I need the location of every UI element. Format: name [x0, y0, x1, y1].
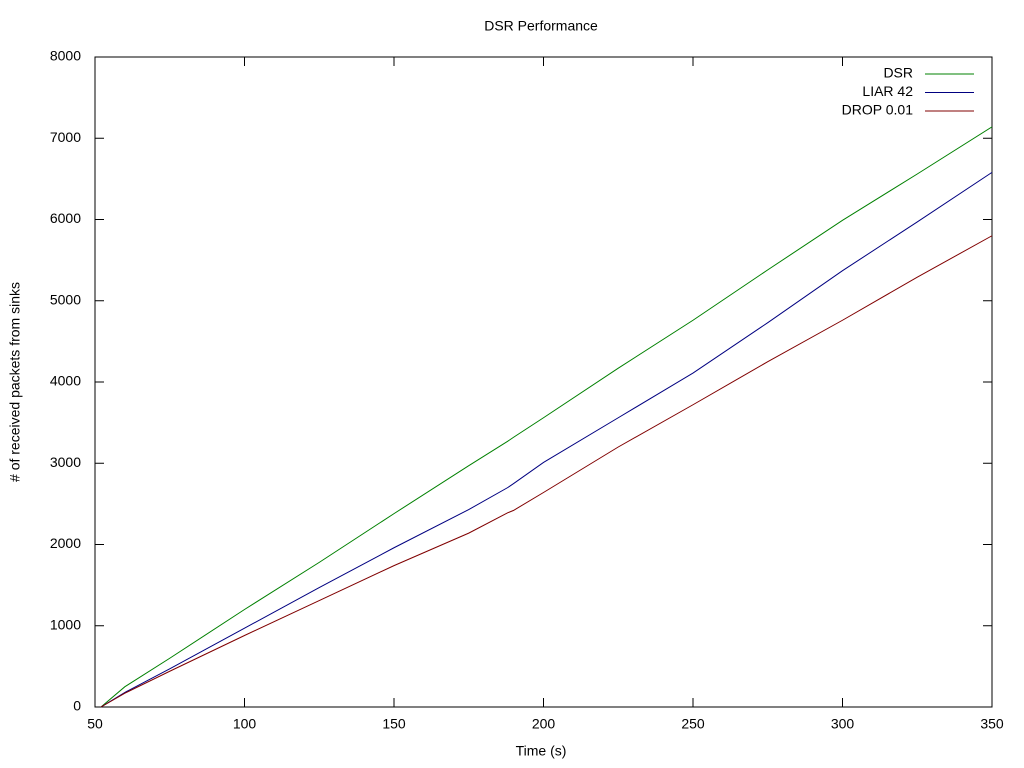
y-tick-label: 6000: [50, 210, 81, 226]
y-axis-label: # of received packets from sinks: [7, 282, 23, 482]
y-tick-label: 0: [73, 698, 81, 714]
x-tick-label: 50: [87, 716, 103, 732]
y-tick-label: 8000: [50, 48, 81, 64]
x-tick-label: 350: [980, 716, 1004, 732]
chart-title: DSR Performance: [484, 18, 598, 34]
series-line: [100, 235, 993, 708]
legend-label: DROP 0.01: [842, 102, 914, 118]
y-tick-label: 5000: [50, 291, 81, 307]
y-tick-label: 4000: [50, 373, 81, 389]
legend-label: DSR: [883, 65, 913, 81]
y-tick-label: 7000: [50, 129, 81, 145]
x-tick-label: 100: [233, 716, 257, 732]
x-tick-label: 250: [681, 716, 705, 732]
y-tick-label: 2000: [50, 535, 81, 551]
series-line: [100, 126, 993, 708]
x-tick-label: 200: [532, 716, 556, 732]
y-tick-label: 1000: [50, 616, 81, 632]
x-axis-label: Time (s): [516, 743, 567, 759]
x-tick-label: 150: [382, 716, 406, 732]
y-tick-label: 3000: [50, 454, 81, 470]
legend-label: LIAR 42: [862, 83, 913, 99]
series-line: [100, 171, 993, 708]
x-tick-label: 300: [831, 716, 855, 732]
